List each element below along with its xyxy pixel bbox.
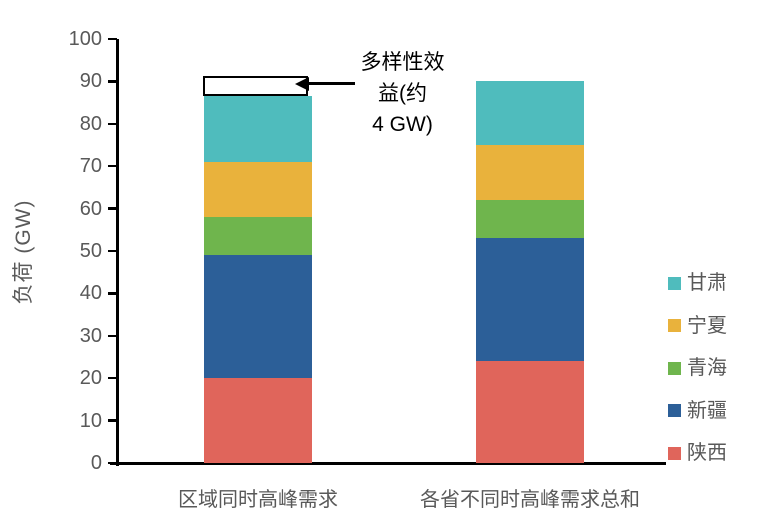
y-tick-mark [108,249,117,253]
y-tick-mark [108,37,117,41]
y-axis-line [115,39,119,466]
y-tick-mark [108,461,117,465]
legend-label-陕西: 陕西 [687,442,727,464]
legend-swatch-陕西 [668,446,681,460]
y-tick-mark [108,419,117,422]
bar-segment-青海 [476,200,584,239]
annotation-line-2: 益(约 [378,82,427,105]
y-tick-label: 40 [79,282,102,305]
diversity-benefit-box [203,75,308,97]
legend-label-宁夏: 宁夏 [687,314,727,337]
y-tick-label: 100 [68,28,102,50]
bar-segment-青海 [204,217,312,256]
y-tick-label: 70 [79,155,102,178]
y-tick-mark [108,292,117,295]
x-axis-line [110,461,666,465]
x-category-label: 各省不同时高峰需求总和 [420,489,640,511]
bar-segment-宁夏 [476,145,584,201]
bar-segment-新疆 [476,238,584,362]
legend-label-新疆: 新疆 [687,399,727,422]
legend-label-甘肃: 甘肃 [687,272,727,294]
bar-segment-陕西 [204,378,312,463]
y-tick-mark [108,207,117,210]
x-category-label: 区域同时高峰需求 [178,489,338,511]
legend-swatch-宁夏 [668,319,681,332]
annotation-arrow-head-icon [295,76,309,91]
legend-swatch-新疆 [668,404,681,417]
bar-segment-甘肃 [204,96,312,162]
y-tick-label: 80 [79,112,102,135]
y-tick-mark [108,80,117,83]
bar-segment-宁夏 [204,161,312,218]
y-tick-label: 90 [79,70,102,93]
y-tick-label: 60 [79,197,102,220]
y-axis-title-text: 负荷 (GW) [12,199,35,305]
y-tick-label: 10 [79,409,102,432]
y-tick-mark [108,122,117,126]
y-tick-mark [108,164,117,168]
y-tick-label: 50 [79,240,102,262]
annotation-arrow-line [307,82,355,85]
annotation-line-3: 4 GW) [372,113,433,136]
y-tick-mark [108,334,117,338]
bar-segment-新疆 [204,255,312,379]
annotation-text: 多样性效 益(约 4 GW) [320,47,485,140]
annotation-line-1: 多样性效 [360,51,445,74]
legend-label-青海: 青海 [687,357,727,379]
bar-segment-甘肃 [476,81,584,145]
y-tick-label: 30 [79,324,102,347]
bar-segment-陕西 [476,361,584,463]
y-tick-mark [108,376,117,380]
legend-swatch-青海 [668,361,681,375]
legend-swatch-甘肃 [668,276,681,290]
y-tick-label: 20 [79,367,102,390]
y-tick-label: 0 [90,452,102,474]
